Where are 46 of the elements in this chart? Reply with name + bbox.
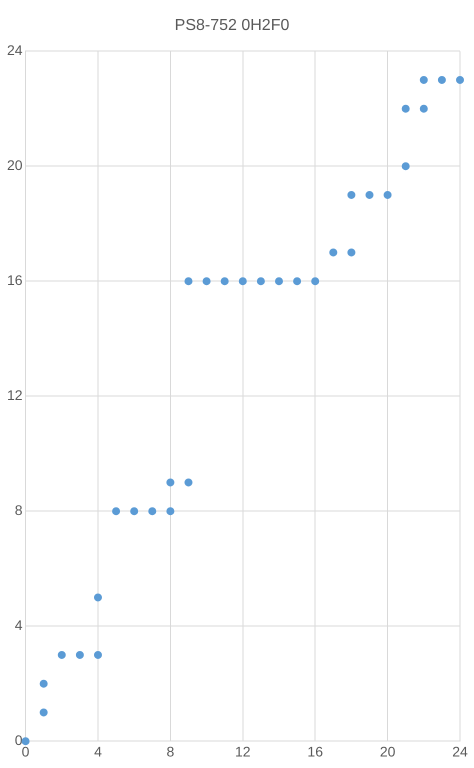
point [256, 277, 265, 286]
point [329, 248, 338, 256]
point [456, 76, 464, 84]
point [202, 277, 211, 286]
point [76, 650, 84, 659]
point [347, 248, 356, 256]
point [166, 478, 174, 486]
x-tick-label: 12 [234, 743, 251, 760]
point [148, 507, 156, 516]
point [311, 277, 320, 286]
point [402, 104, 410, 113]
point [40, 680, 48, 688]
point [94, 593, 102, 602]
point [420, 104, 428, 113]
point [365, 190, 374, 199]
point [40, 708, 48, 716]
point [94, 650, 102, 659]
point [384, 190, 392, 199]
x-tick-label: 4 [94, 743, 102, 760]
y-tick-label: 12 [6, 387, 23, 404]
chart-title: PS8-752 0H2F0 [174, 17, 290, 34]
point [402, 162, 410, 170]
point [58, 650, 66, 659]
point [112, 507, 120, 516]
point [274, 277, 283, 286]
x-tick-label: 24 [452, 743, 468, 760]
point [130, 507, 138, 516]
point [184, 277, 192, 286]
point [238, 277, 247, 286]
y-tick-label: 0 [14, 732, 23, 748]
point [22, 737, 30, 746]
point [220, 277, 229, 286]
point [438, 76, 446, 84]
point [420, 76, 428, 84]
y-tick-label: 20 [6, 157, 23, 174]
point [166, 507, 174, 516]
x-tick-label: 8 [166, 743, 174, 760]
y-tick-label: 24 [6, 42, 23, 58]
point [184, 478, 192, 486]
x-tick-label: 16 [307, 743, 324, 760]
y-tick-label: 16 [6, 272, 23, 288]
point [347, 190, 356, 199]
y-tick-label: 4 [14, 617, 23, 634]
y-tick-label: 8 [14, 502, 23, 518]
x-tick-label: 20 [380, 743, 396, 760]
point [293, 277, 302, 286]
